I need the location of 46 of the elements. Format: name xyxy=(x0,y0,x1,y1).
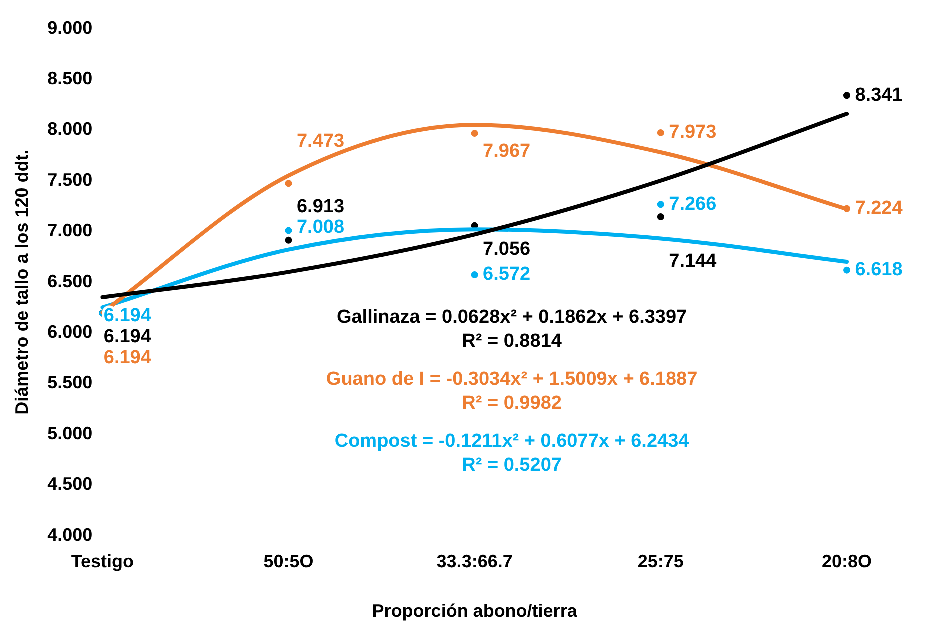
point xyxy=(285,227,292,234)
data-label: 8.341 xyxy=(855,84,904,106)
x-tick-label: Testigo xyxy=(71,552,134,572)
data-label: 7.973 xyxy=(669,122,717,144)
y-tick-label: 8.500 xyxy=(48,68,93,88)
y-tick-label: 7.500 xyxy=(48,170,93,190)
point xyxy=(285,180,292,188)
point xyxy=(657,201,664,208)
annotation: Compost = -0.1211x² + 0.6077x + 6.2434 R² = 0.5207 xyxy=(334,431,690,476)
y-tick-label: 5.000 xyxy=(48,423,93,444)
data-label: 7.008 xyxy=(296,217,345,238)
point xyxy=(471,272,478,278)
annotation: Gallinaza = 0.0628x² + 0.1862x + 6.3397 R² = 0.8814 xyxy=(336,307,688,352)
data-label: 7.266 xyxy=(669,194,717,215)
data-label: 6.913 xyxy=(296,196,345,218)
x-tick-label: 25:75 xyxy=(638,552,684,572)
point xyxy=(285,236,292,244)
x-tick-label: 50:5O xyxy=(264,552,314,572)
data-label: 7.144 xyxy=(669,251,718,272)
point xyxy=(471,130,478,138)
point xyxy=(844,266,850,274)
x-tick-label: 20:8O xyxy=(822,552,872,572)
y-tick-label: 9.000 xyxy=(48,18,93,38)
data-label: 7.224 xyxy=(855,198,904,220)
data-label: 6.194 xyxy=(104,326,152,348)
y-tick-label: 4.000 xyxy=(48,524,93,545)
data-label: 6.618 xyxy=(855,260,903,281)
y-tick-label: 8.000 xyxy=(48,119,93,140)
data-label: 7.473 xyxy=(296,130,345,152)
y-tick-label: 7.000 xyxy=(48,220,93,241)
y-axis-title: Diámetro de tallo a los 120 ddt. xyxy=(12,150,32,415)
y-tick-label: 5.500 xyxy=(48,372,93,393)
point xyxy=(657,214,664,220)
data-label: 6.194 xyxy=(104,306,152,327)
data-label: 7.967 xyxy=(483,140,531,162)
x-axis-title: Proporción abono/tierra xyxy=(372,601,578,622)
y-tick-label: 6.500 xyxy=(48,271,93,292)
y-tick-label: 6.000 xyxy=(48,322,93,342)
point xyxy=(657,129,664,136)
annotation: Guano de I = -0.3034x² + 1.5009x + 6.1887 R² = 0.9982 xyxy=(326,369,698,414)
point xyxy=(844,92,850,100)
data-label: 6.572 xyxy=(483,264,531,286)
y-tick-label: 4.500 xyxy=(48,474,93,494)
data-label: 6.194 xyxy=(104,348,152,369)
data-label: 7.056 xyxy=(483,239,531,260)
x-tick-label: 33.3:66.7 xyxy=(436,552,513,572)
